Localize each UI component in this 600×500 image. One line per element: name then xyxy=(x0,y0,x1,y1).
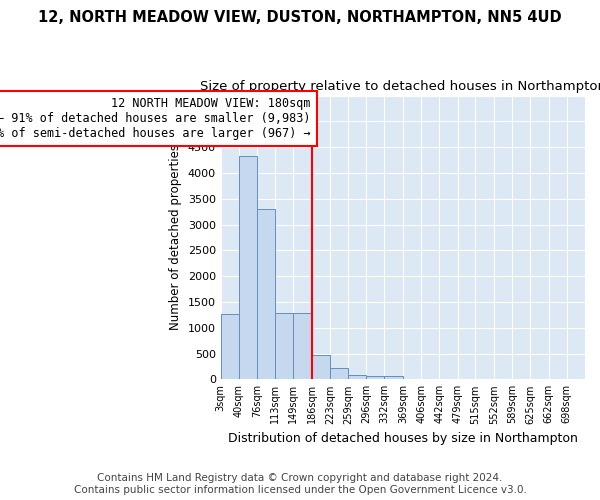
Bar xyxy=(385,376,403,380)
Bar xyxy=(275,313,293,380)
Bar xyxy=(330,368,349,380)
Text: Contains HM Land Registry data © Crown copyright and database right 2024.
Contai: Contains HM Land Registry data © Crown c… xyxy=(74,474,526,495)
Y-axis label: Number of detached properties: Number of detached properties xyxy=(169,144,182,330)
Bar xyxy=(312,354,330,380)
Bar xyxy=(257,209,275,380)
Text: 12, NORTH MEADOW VIEW, DUSTON, NORTHAMPTON, NN5 4UD: 12, NORTH MEADOW VIEW, DUSTON, NORTHAMPT… xyxy=(38,10,562,25)
Bar xyxy=(221,314,239,380)
Bar xyxy=(239,156,257,380)
X-axis label: Distribution of detached houses by size in Northampton: Distribution of detached houses by size … xyxy=(228,432,578,445)
Text: 12 NORTH MEADOW VIEW: 180sqm
← 91% of detached houses are smaller (9,983)
9% of : 12 NORTH MEADOW VIEW: 180sqm ← 91% of de… xyxy=(0,97,311,140)
Bar xyxy=(348,374,367,380)
Bar xyxy=(367,376,385,380)
Bar xyxy=(293,313,311,380)
Title: Size of property relative to detached houses in Northampton: Size of property relative to detached ho… xyxy=(200,80,600,93)
